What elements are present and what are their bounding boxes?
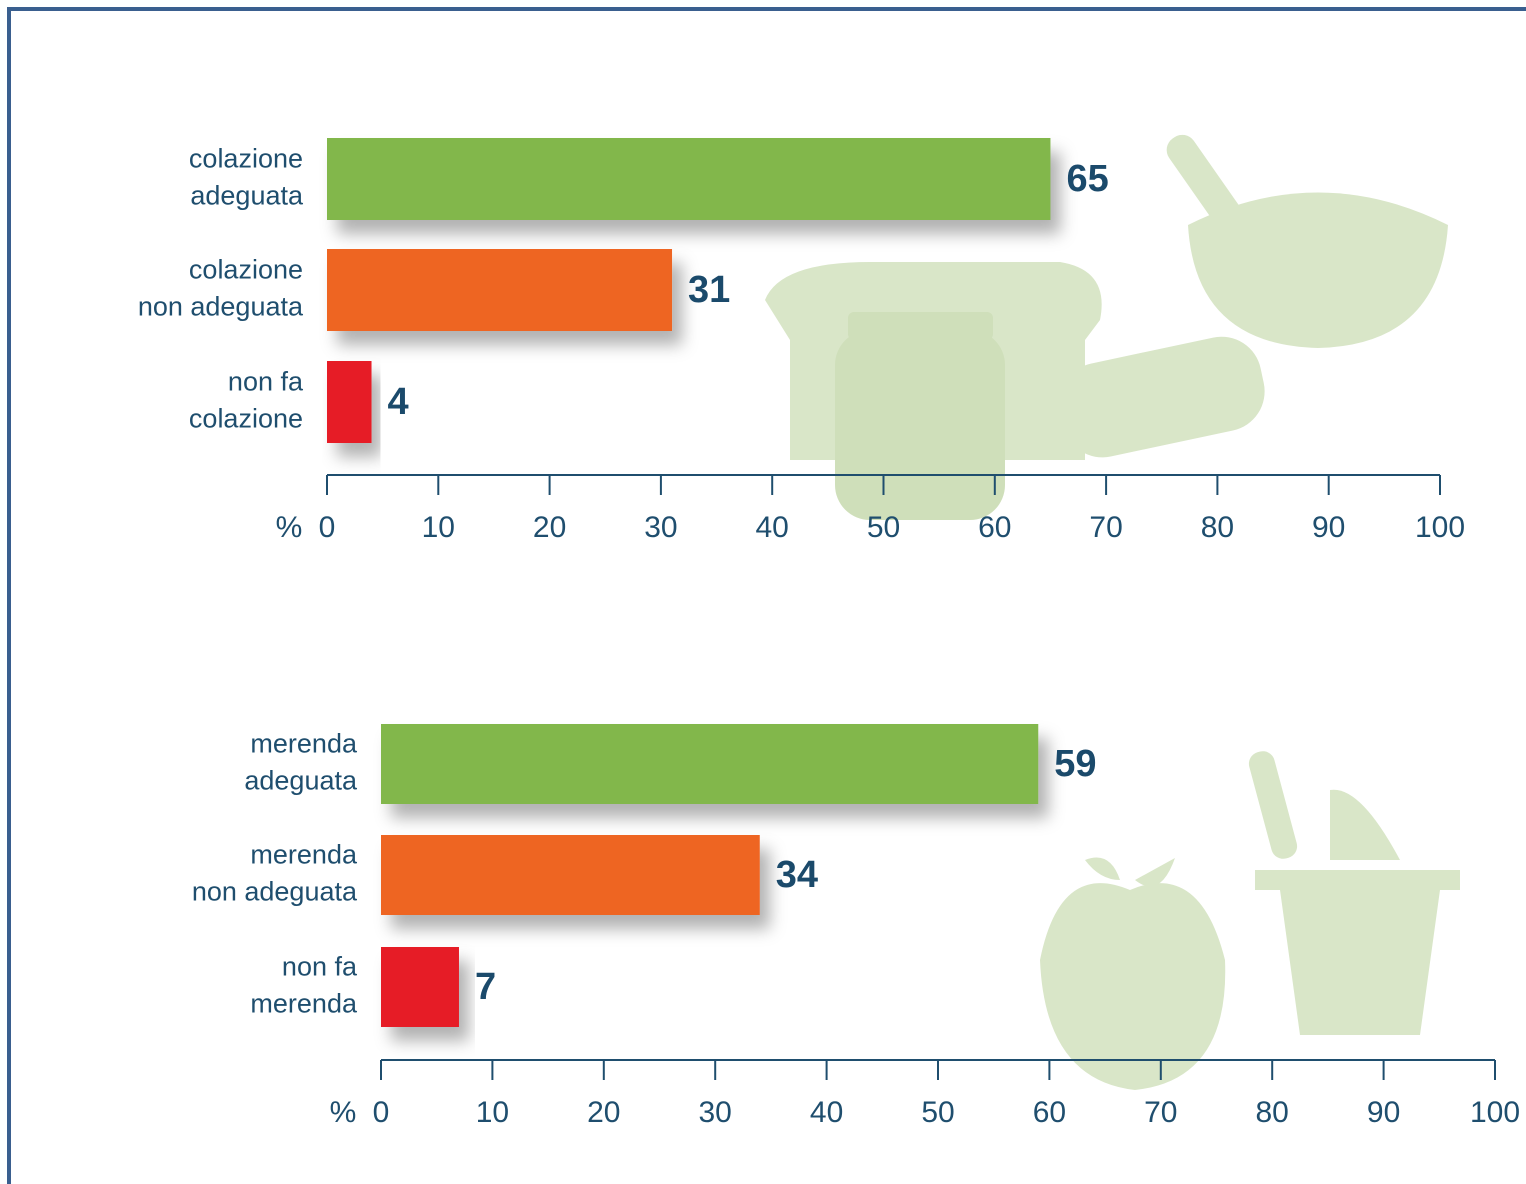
x-tick-label: 0 — [373, 1096, 390, 1129]
bar — [327, 249, 673, 331]
value-label: 59 — [1054, 743, 1096, 785]
x-tick-label: 30 — [644, 511, 677, 544]
category-label: non fa — [282, 952, 358, 982]
x-tick-label: 0 — [319, 511, 336, 544]
x-tick-label: 50 — [867, 511, 900, 544]
x-tick-label: 40 — [810, 1096, 843, 1129]
x-tick-label: 10 — [422, 511, 455, 544]
x-tick-label: 100 — [1470, 1096, 1520, 1129]
category-label: merenda — [250, 840, 358, 870]
value-label: 7 — [475, 966, 496, 1008]
category-label: colazione — [189, 144, 303, 174]
category-label: colazione — [189, 255, 303, 285]
food-icons — [765, 134, 1460, 1090]
category-label: non fa — [228, 367, 304, 397]
category-label: adeguata — [190, 181, 304, 211]
bar — [381, 835, 760, 915]
x-tick-label: 90 — [1312, 511, 1345, 544]
x-tick-label: 20 — [533, 511, 566, 544]
bar — [381, 724, 1039, 804]
category-label: merenda — [250, 989, 358, 1019]
value-label: 31 — [688, 269, 730, 311]
category-label: colazione — [189, 404, 303, 434]
category-label: non adeguata — [138, 292, 304, 322]
x-tick-label: 20 — [587, 1096, 620, 1129]
x-tick-label: 100 — [1415, 511, 1465, 544]
x-tick-label: 10 — [476, 1096, 509, 1129]
x-tick-label: 30 — [699, 1096, 732, 1129]
frame — [7, 7, 1526, 1184]
x-tick-label: 80 — [1256, 1096, 1289, 1129]
category-label: non adeguata — [192, 877, 358, 907]
x-tick-label: 60 — [1033, 1096, 1066, 1129]
value-label: 65 — [1066, 158, 1108, 200]
x-tick-label: 40 — [756, 511, 789, 544]
value-label: 34 — [776, 854, 818, 896]
x-tick-label: 60 — [978, 511, 1011, 544]
x-tick-label: 90 — [1367, 1096, 1400, 1129]
bar — [327, 138, 1051, 220]
x-axis-label: % — [276, 511, 303, 544]
bar — [381, 947, 459, 1027]
category-label: adeguata — [244, 766, 358, 796]
category-label: merenda — [250, 729, 358, 759]
x-tick-label: 70 — [1089, 511, 1122, 544]
x-axis-label: % — [330, 1096, 357, 1129]
x-tick-label: 70 — [1144, 1096, 1177, 1129]
x-tick-label: 80 — [1201, 511, 1234, 544]
value-label: 4 — [388, 381, 409, 423]
x-tick-label: 50 — [921, 1096, 954, 1129]
bar — [327, 361, 372, 443]
